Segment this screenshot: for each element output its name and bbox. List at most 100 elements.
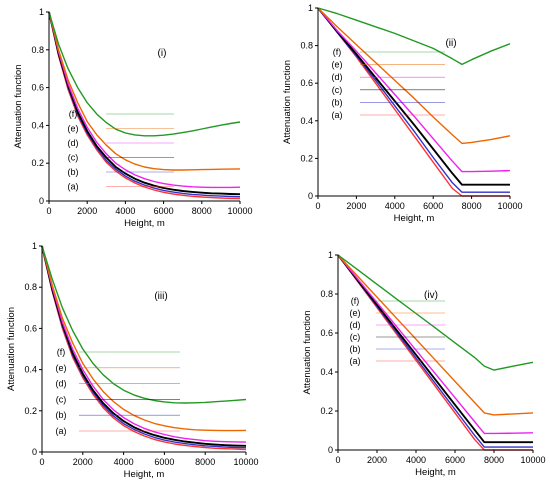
y-tick-label: 1 [308, 3, 313, 13]
x-tick-label: 8000 [484, 455, 504, 465]
x-axis-title: Height, m [415, 467, 456, 478]
legend-label: (b) [332, 97, 343, 107]
y-tick-label: 0 [328, 445, 333, 455]
legend-label: (e) [332, 60, 343, 70]
panel-label: (iv) [424, 290, 438, 301]
legend-label: (a) [332, 110, 343, 120]
x-tick-label: 2000 [77, 206, 97, 216]
y-tick-label: 0 [308, 191, 313, 201]
panel-label: (ii) [445, 38, 456, 49]
y-axis-title: Attenuation function [6, 307, 17, 391]
legend-label: (c) [350, 332, 361, 342]
x-tick-label: 8000 [462, 201, 482, 211]
series-line-a [337, 254, 533, 451]
y-tick-label: 0.8 [300, 41, 313, 51]
y-tick-label: 1 [39, 7, 44, 17]
chart-panel-ii: 0 2000 4000 6000 8000 10000 0 0.2 0.4 0.6 0.8 1 Heig… [282, 3, 523, 224]
legend-label: (f) [57, 347, 66, 357]
y-tick-label: 0.2 [320, 406, 333, 416]
y-tick-label: 0.8 [320, 289, 333, 299]
y-axis-title: Attenuation function [282, 60, 293, 144]
series-line-c [337, 254, 533, 444]
y-tick-label: 0.2 [31, 158, 44, 168]
series-line-c [48, 11, 241, 196]
legend-label: (c) [56, 394, 67, 404]
series-line-f [317, 7, 511, 66]
series-line-f [41, 245, 247, 404]
panel-label: (i) [158, 48, 167, 59]
y-tick-label: 0.6 [320, 328, 333, 338]
legend-label: (e) [56, 363, 67, 373]
series-line-e [317, 7, 511, 145]
legend-label: (c) [68, 153, 79, 163]
series-line-b [41, 245, 247, 449]
series-line-c [41, 245, 247, 447]
x-tick-label: 10000 [227, 206, 252, 216]
legend-label: (e) [350, 308, 361, 318]
x-tick-label: 4000 [114, 457, 134, 467]
legend-label: (a) [68, 182, 79, 192]
legend-label: (d) [56, 379, 67, 389]
chart-panel-i: 0 2000 4000 6000 8000 10000 0 0.2 0.4 0.6 0.8 1 Heig… [13, 7, 253, 229]
x-tick-label: 4000 [406, 455, 426, 465]
x-tick-label: 6000 [423, 201, 443, 211]
legend-label: (f) [69, 109, 78, 119]
series-line-b [337, 254, 533, 448]
legend-label: (b) [56, 410, 67, 420]
y-tick-label: 0.4 [24, 365, 37, 375]
x-tick-label: 2000 [367, 455, 387, 465]
y-axis-title: Attenuation function [13, 65, 24, 149]
x-tick-label: 10000 [520, 455, 545, 465]
legend-label: (f) [333, 47, 342, 57]
series-line-e [337, 254, 534, 416]
x-tick-label: 6000 [445, 455, 465, 465]
y-tick-label: 0.8 [24, 282, 37, 292]
series-line-e [48, 11, 241, 171]
series-line-a [48, 11, 241, 200]
series-line-c [317, 7, 510, 186]
series-line-d [317, 7, 511, 173]
x-axis-title: Height, m [124, 218, 165, 229]
y-axis-title: Attenuation function [302, 311, 313, 395]
series-line-f [48, 11, 241, 137]
x-tick-label: 0 [335, 455, 340, 465]
y-tick-label: 0 [39, 196, 44, 206]
x-axis-title: Height, m [124, 469, 165, 480]
x-tick-label: 6000 [154, 457, 174, 467]
x-tick-label: 8000 [195, 457, 215, 467]
chart-panel-iv: 0 2000 4000 6000 8000 10000 0 0.2 0.4 0.6 0.8 1 Heig… [302, 250, 546, 478]
series-line-d [337, 254, 534, 435]
legend-label: (d) [350, 320, 361, 330]
y-tick-label: 0.6 [31, 83, 44, 93]
y-tick-label: 0.4 [320, 367, 333, 377]
x-tick-label: 0 [39, 457, 44, 467]
series-line-a [41, 245, 247, 451]
legend-label: (d) [68, 138, 79, 148]
x-axis-title: Height, m [394, 213, 435, 224]
y-tick-label: 1 [32, 241, 37, 251]
y-tick-label: 0.8 [31, 45, 44, 55]
legend-label: (b) [68, 167, 79, 177]
legend-label: (d) [332, 72, 343, 82]
y-tick-label: 0 [32, 447, 37, 457]
y-tick-label: 0.2 [300, 153, 313, 163]
legend-label: (c) [332, 85, 343, 95]
legend-label: (f) [351, 296, 360, 306]
y-tick-label: 0.2 [24, 406, 37, 416]
y-tick-label: 0.4 [31, 120, 44, 130]
series-line-d [48, 11, 241, 189]
series-line-f [337, 254, 534, 371]
x-tick-label: 0 [46, 206, 51, 216]
series-line-e [41, 245, 247, 432]
series-line-d [41, 245, 247, 443]
y-tick-label: 1 [328, 250, 333, 260]
x-tick-label: 10000 [233, 457, 258, 467]
legend-label: (a) [350, 356, 361, 366]
x-tick-label: 2000 [346, 201, 366, 211]
y-tick-label: 0.4 [300, 116, 313, 126]
panel-label: (iii) [154, 291, 167, 302]
x-tick-label: 10000 [497, 201, 522, 211]
legend-label: (b) [350, 344, 361, 354]
x-tick-label: 4000 [115, 206, 135, 216]
